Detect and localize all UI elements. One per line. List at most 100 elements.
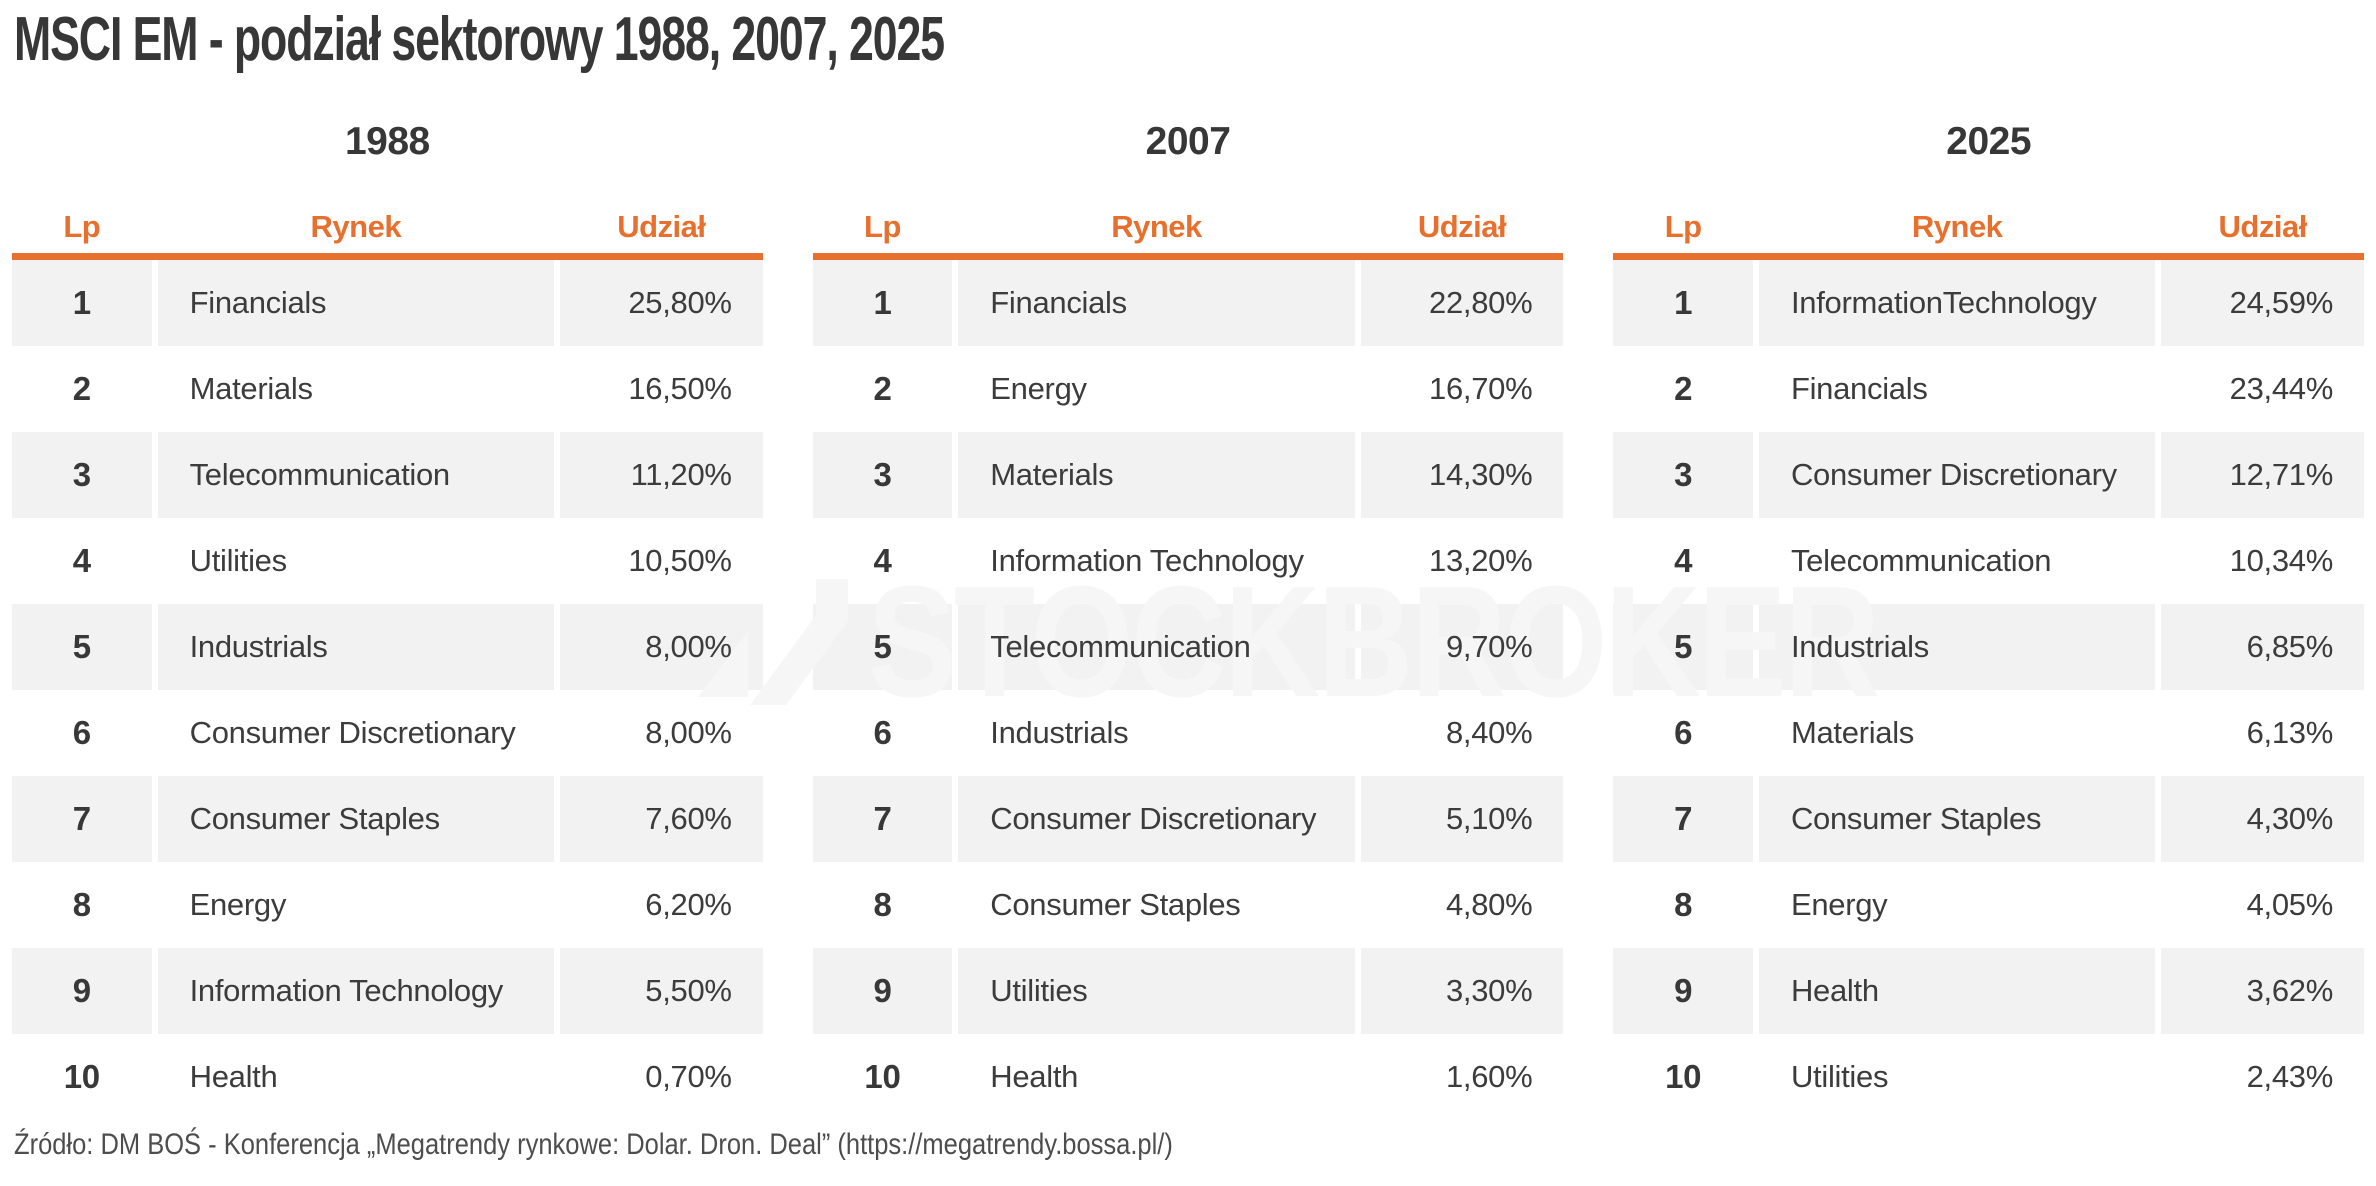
sector-name: Telecommunication (157, 432, 554, 518)
sector-name: Materials (189, 371, 313, 406)
share-value: 5,10% (1360, 776, 1564, 862)
sector-name: Industrials (157, 604, 554, 690)
table-row: 1 InformationTechnology 24,59% (1613, 260, 2365, 346)
header-rule (1613, 253, 2365, 260)
row-number: 2 (873, 370, 892, 407)
table-row: 4 Utilities 10,50% (12, 518, 763, 604)
share-value: 6,85% (2161, 604, 2365, 690)
sector-name: Consumer Discretionary (189, 715, 516, 750)
table-row: 3 Telecommunication 11,20% (12, 432, 763, 518)
row-number: 9 (12, 948, 152, 1034)
sector-name: Health (1758, 948, 2156, 1034)
share-value: 11,20% (560, 432, 763, 518)
column-header-lp: Lp (63, 209, 101, 244)
share-value: 8,40% (1445, 715, 1533, 750)
column-header-udzial: Udział (617, 209, 706, 244)
header-row: Lp Rynek Udział (12, 206, 763, 248)
row-number: 1 (812, 260, 953, 346)
share-value: 8,00% (645, 715, 732, 750)
row-number: 5 (812, 604, 953, 690)
sector-name: Consumer Discretionary (958, 776, 1355, 862)
column-header-rynek: Rynek (310, 209, 402, 244)
table-row: 8 Energy 4,05% (1613, 862, 2364, 948)
share-value: 9,70% (1360, 604, 1564, 690)
sector-name: Telecommunication (1790, 543, 2052, 578)
row-number: 3 (812, 432, 953, 518)
table-row: 1 Financials 22,80% (812, 260, 1564, 346)
sector-name: Information Technology (157, 948, 554, 1034)
table-row: 2 Financials 23,44% (1613, 346, 2364, 432)
row-number: 6 (72, 714, 91, 751)
sector-name: Utilities (958, 948, 1355, 1034)
share-value: 2,43% (2246, 1059, 2334, 1094)
sector-name: Materials (958, 432, 1355, 518)
row-number: 1 (12, 260, 152, 346)
share-value: 8,00% (560, 604, 763, 690)
row-number: 10 (864, 1058, 901, 1095)
table-row: 8 Energy 6,20% (12, 862, 763, 948)
row-number: 4 (1674, 542, 1693, 579)
share-value: 5,50% (560, 948, 763, 1034)
column-header-rynek: Rynek (1111, 209, 1202, 244)
sector-table-2007: 2007 Lp Rynek Udział 1 Financials 22,80%… (812, 118, 1564, 1120)
share-value: 12,71% (2161, 432, 2365, 518)
year-heading: 1988 (344, 120, 430, 163)
sector-table-2025: 2025 Lp Rynek Udział 1 InformationTechno… (1613, 118, 2365, 1120)
share-value: 24,59% (2161, 260, 2365, 346)
sector-name: Telecommunication (958, 604, 1355, 690)
table-body: 1 InformationTechnology 24,59% 2 Financi… (1613, 260, 2365, 1120)
share-value: 3,30% (1360, 948, 1564, 1034)
sector-name: Financials (1790, 371, 1928, 406)
sector-name: Utilities (1790, 1059, 1889, 1094)
year-heading: 2007 (1145, 120, 1231, 163)
table-row: 8 Consumer Staples 4,80% (813, 862, 1564, 948)
share-value: 25,80% (560, 260, 763, 346)
share-value: 14,30% (1360, 432, 1564, 518)
sector-name: Materials (1790, 715, 1915, 750)
sector-name: Industrials (1758, 604, 2156, 690)
row-number: 10 (63, 1058, 100, 1095)
table-row: 3 Materials 14,30% (812, 432, 1564, 518)
table-row: 4 Information Technology 13,20% (813, 518, 1564, 604)
table-row: 6 Industrials 8,40% (813, 690, 1564, 776)
row-number: 5 (12, 604, 152, 690)
table-row: 5 Industrials 6,85% (1613, 604, 2365, 690)
table-row: 10 Health 0,70% (12, 1034, 763, 1120)
table-row: 6 Materials 6,13% (1613, 690, 2364, 776)
table-row: 9 Health 3,62% (1613, 948, 2365, 1034)
row-number: 2 (1674, 370, 1693, 407)
share-value: 3,62% (2161, 948, 2365, 1034)
sector-name: Financials (958, 260, 1355, 346)
share-value: 1,60% (1445, 1059, 1533, 1094)
table-row: 5 Industrials 8,00% (12, 604, 763, 690)
row-number: 8 (72, 886, 91, 923)
year-heading: 2025 (1946, 120, 2032, 163)
share-value: 13,20% (1429, 543, 1533, 578)
row-number: 2 (72, 370, 91, 407)
page-title: MSCI EM - podział sektorowy 1988, 2007, … (14, 5, 945, 74)
row-number: 10 (1665, 1058, 1702, 1095)
sector-name: Consumer Staples (990, 887, 1241, 922)
sector-name: Health (990, 1059, 1079, 1094)
column-header-lp: Lp (1664, 209, 1702, 244)
share-value: 4,05% (2246, 887, 2334, 922)
sector-name: Energy (1790, 887, 1888, 922)
share-value: 4,30% (2161, 776, 2365, 862)
share-value: 10,50% (628, 543, 732, 578)
table-row: 9 Utilities 3,30% (812, 948, 1564, 1034)
table-row: 5 Telecommunication 9,70% (812, 604, 1564, 690)
row-number: 8 (873, 886, 892, 923)
sector-name: Health (189, 1059, 278, 1094)
share-value: 22,80% (1360, 260, 1564, 346)
sector-name: InformationTechnology (1758, 260, 2156, 346)
share-value: 16,50% (628, 371, 732, 406)
row-number: 9 (812, 948, 953, 1034)
sector-name: Consumer Discretionary (1758, 432, 2156, 518)
share-value: 6,20% (645, 887, 732, 922)
table-row: 2 Materials 16,50% (12, 346, 763, 432)
row-number: 6 (1674, 714, 1693, 751)
row-number: 7 (812, 776, 953, 862)
table-row: 10 Utilities 2,43% (1613, 1034, 2364, 1120)
sector-name: Financials (157, 260, 554, 346)
sector-name: Energy (990, 371, 1087, 406)
